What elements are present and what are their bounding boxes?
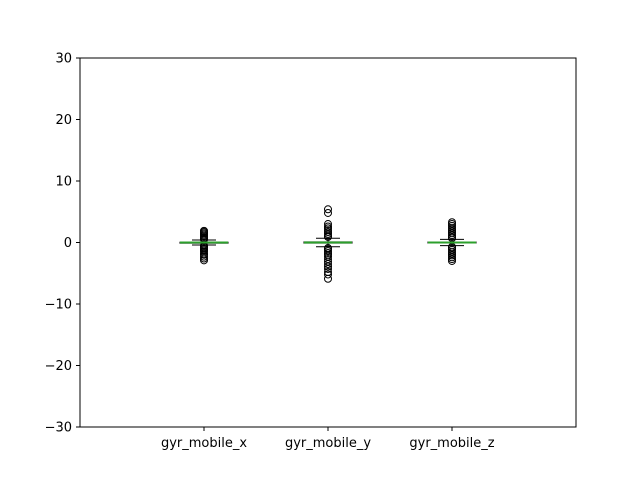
box-group-gyr_mobile_x: [179, 226, 229, 265]
x-tick-label: gyr_mobile_x: [161, 436, 247, 451]
flier-point: [324, 270, 332, 279]
y-tick-label: 20: [55, 113, 72, 128]
flier-point: [324, 205, 332, 214]
box-group-gyr_mobile_y: [303, 205, 353, 283]
x-tick-label: gyr_mobile_z: [409, 436, 494, 451]
y-tick-label: −30: [45, 421, 72, 436]
flier-point: [324, 268, 332, 277]
y-tick-label: 0: [64, 236, 72, 251]
y-tick-label: −20: [45, 359, 72, 374]
plot-area: [179, 205, 477, 283]
y-tick-label: 30: [55, 52, 72, 67]
flier-point: [200, 226, 208, 235]
flier-point: [324, 222, 332, 231]
y-tick-label: 10: [55, 175, 72, 190]
flier-point: [448, 218, 456, 227]
flier-point: [324, 255, 332, 264]
flier-point: [324, 220, 332, 229]
flier-point: [324, 244, 332, 253]
box-group-gyr_mobile_z: [427, 218, 477, 265]
y-tick-label: −10: [45, 298, 72, 313]
axes: −30 −20 −10 0 10 20 30 gyr_mobile_x gyr_mobile_y…: [45, 52, 577, 451]
flier-point: [324, 208, 332, 217]
x-tick-label: gyr_mobile_y: [285, 436, 371, 451]
